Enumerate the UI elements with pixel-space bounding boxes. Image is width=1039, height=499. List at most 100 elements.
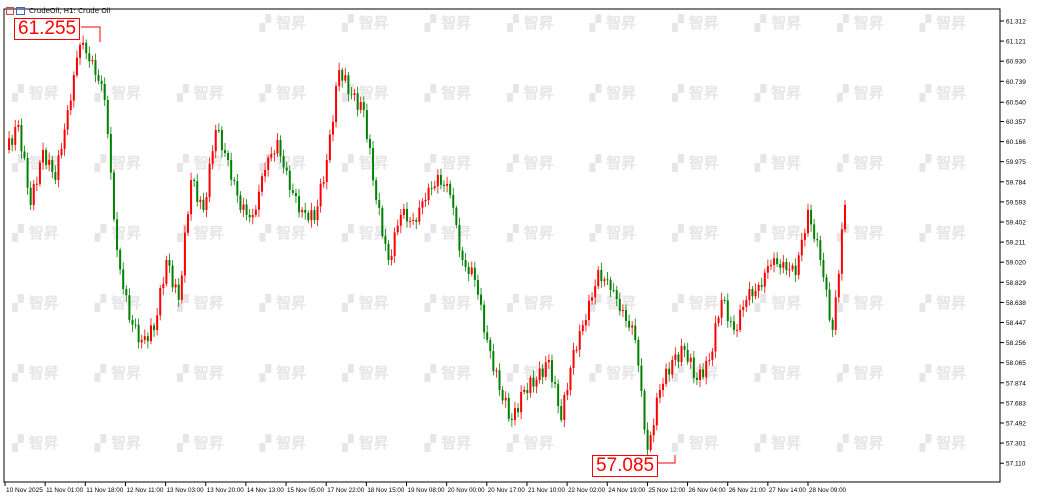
watermark-logo: ▞ 智昇 (836, 364, 884, 382)
candle-body (717, 317, 720, 324)
y-tick-label: 60.166 (1006, 139, 1026, 146)
candle-body (168, 259, 171, 266)
y-tick-label: 58.256 (1006, 340, 1026, 347)
candle-body (171, 265, 174, 288)
candle-body (128, 295, 131, 320)
candle-body (325, 160, 328, 183)
candle-body (779, 264, 782, 268)
candle-body (621, 309, 624, 312)
candle-body (137, 324, 140, 343)
candle-body (341, 70, 344, 81)
candle-body (20, 124, 23, 152)
candle-body (82, 42, 85, 45)
candle-body (754, 290, 757, 297)
candle-body (788, 269, 791, 271)
candle-body (38, 162, 41, 184)
price-axis: 61.312 61.121 60.930 60.739 60.540 60.357 60.1… (1000, 19, 1026, 468)
candle-body (501, 389, 504, 401)
candle-body (291, 190, 294, 194)
candle-body (307, 212, 310, 221)
candle-body (566, 390, 569, 396)
candle-body (45, 150, 48, 165)
watermark-logo: ▞ 智昇 (341, 154, 389, 172)
y-tick-label: 59.402 (1006, 220, 1026, 227)
candle-body (365, 110, 368, 140)
x-tick-label: 18 Nov 15:00 (367, 487, 404, 494)
candle-body (791, 265, 794, 270)
candles (8, 35, 846, 458)
watermark-logo: ▞ 智昇 (919, 14, 967, 32)
watermark-logo: ▞ 智昇 (11, 224, 59, 242)
candle-body (763, 272, 766, 287)
candle-body (797, 255, 800, 275)
watermark-logo: ▞ 智昇 (836, 14, 884, 32)
watermark-logo: ▞ 智昇 (836, 224, 884, 242)
candle-body (122, 269, 125, 289)
candle-body (766, 266, 769, 273)
candle-body (745, 299, 748, 307)
candle-body (233, 179, 236, 182)
candle-body (803, 233, 806, 240)
candle-body (294, 193, 297, 197)
candle-body (618, 299, 621, 312)
candle-body (507, 397, 510, 419)
candle-body (424, 200, 427, 202)
candle-body (486, 332, 489, 340)
candle-body (794, 265, 797, 275)
candle-body (652, 425, 655, 436)
chart-grid-icon[interactable] (6, 7, 14, 15)
candle-body (313, 210, 316, 221)
candle-body (581, 325, 584, 332)
watermark-logo: ▞ 智昇 (176, 294, 224, 312)
candle-body (680, 346, 683, 362)
candle-body (637, 339, 640, 366)
watermark-logo: ▞ 智昇 (424, 364, 472, 382)
candle-body (23, 151, 26, 159)
candle-body (338, 70, 341, 87)
x-tick-label: 17 Nov 22:00 (327, 487, 364, 494)
candle-body (310, 210, 313, 221)
watermark-logo: ▞ 智昇 (919, 434, 967, 452)
candle-body (304, 210, 307, 213)
candle-body (94, 60, 97, 75)
candle-body (112, 172, 115, 220)
candle-body (742, 306, 745, 310)
candle-body (433, 186, 436, 189)
watermark-logo: ▞ 智昇 (259, 224, 307, 242)
watermark-logo: ▞ 智昇 (94, 154, 142, 172)
y-tick-label: 57.492 (1006, 421, 1026, 428)
watermark-logo: ▞ 智昇 (341, 224, 389, 242)
watermark-logo: ▞ 智昇 (836, 84, 884, 102)
candle-body (319, 183, 322, 207)
candle-body (322, 182, 325, 184)
candle-body (769, 264, 772, 267)
candle-body (162, 283, 165, 289)
candle-body (131, 319, 134, 325)
candle-body (390, 256, 393, 260)
candle-body (14, 126, 17, 145)
candle-body (446, 183, 449, 186)
candle-body (356, 93, 359, 110)
candle-body (186, 214, 189, 233)
candle-body (378, 200, 381, 208)
candle-body (529, 377, 532, 394)
candle-body (208, 163, 211, 198)
watermark-logo: ▞ 智昇 (259, 364, 307, 382)
watermark-logo: ▞ 智昇 (341, 84, 389, 102)
watermark-logo: ▞ 智昇 (176, 224, 224, 242)
watermark-logo: ▞ 智昇 (506, 14, 554, 32)
chart-type-icon[interactable] (16, 7, 25, 15)
candle-body (658, 389, 661, 398)
y-tick-label: 57.110 (1006, 461, 1026, 468)
candle-body (782, 261, 785, 268)
candle-body (816, 239, 819, 241)
high-price-label: 61.255 (14, 18, 81, 40)
watermark-logo: ▞ 智昇 (176, 84, 224, 102)
y-tick-label: 60.930 (1006, 59, 1026, 66)
candle-body (214, 130, 217, 152)
candle-body (353, 93, 356, 95)
candle-body (257, 191, 260, 210)
watermark-logo: ▞ 智昇 (589, 294, 637, 312)
candle-body (409, 220, 412, 222)
